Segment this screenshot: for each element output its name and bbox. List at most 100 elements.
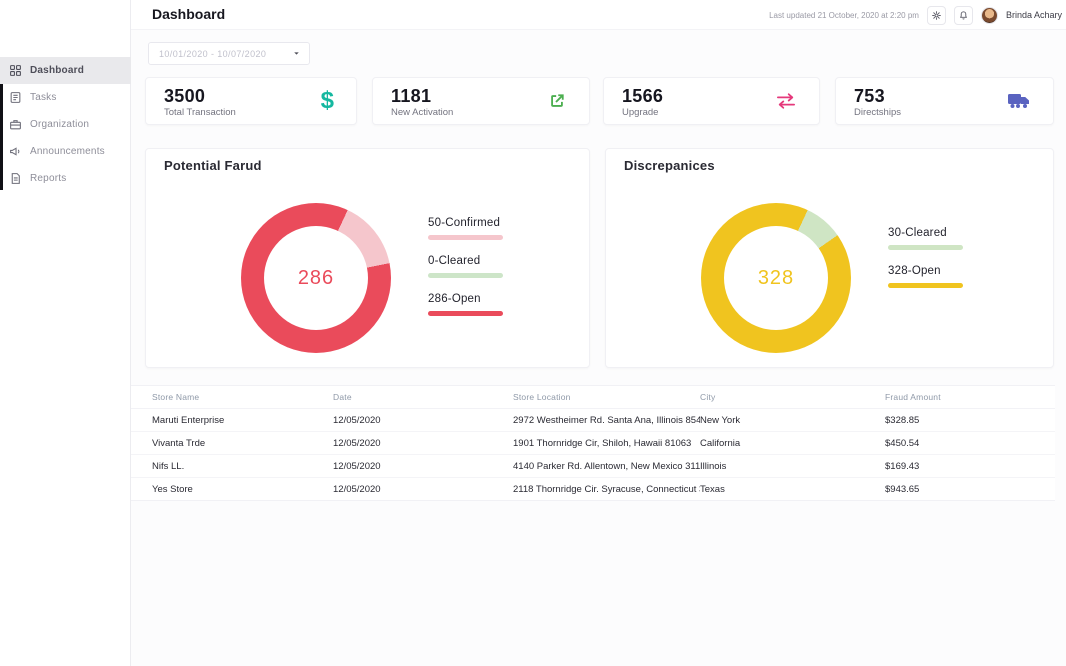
sidebar-item-label: Announcements: [30, 146, 105, 157]
stat-card-upgrade: 1566 Upgrade: [603, 77, 820, 125]
potential-fraud-donut-chart: [241, 203, 391, 353]
cell-store-location: 2118 Thornridge Cir. Syracuse, Connectic…: [513, 484, 700, 495]
column-header: City: [700, 392, 716, 402]
cell-fraud-amount: $328.85: [885, 414, 920, 426]
legend-item: 30-Cleared: [888, 227, 998, 250]
legend-swatch: [888, 245, 963, 250]
discrepancies-donut-chart: [701, 203, 851, 353]
stat-label: New Activation: [391, 107, 454, 118]
donut-center-value: 286: [297, 266, 335, 289]
reports-icon: [9, 172, 22, 185]
cell-store-name: Maruti Enterprise: [152, 414, 225, 426]
cell-store-location: 4140 Parker Rd. Allentown, New Mexico 31…: [513, 460, 700, 472]
sidebar-item-tasks[interactable]: Tasks: [0, 84, 131, 111]
cell-city: California: [700, 437, 741, 449]
cell-fraud-amount: $943.65: [885, 484, 920, 495]
date-range-picker[interactable]: 10/01/2020 - 10/07/2020: [148, 42, 310, 65]
sidebar-menu: Dashboard Tasks Organization Announcemen…: [0, 57, 131, 192]
chart-legend: 30-Cleared 328-Open: [888, 227, 998, 303]
column-header: Store Location: [513, 392, 571, 402]
cell-date: 12/05/2020: [333, 414, 381, 426]
chart-title: Potential Farud: [164, 158, 262, 173]
stat-value: 3500: [164, 86, 206, 106]
cell-store-name: Nifs LL.: [152, 460, 185, 472]
dollar-icon: $: [320, 87, 334, 114]
cell-date: 12/05/2020: [333, 484, 381, 495]
cell-store-name: Vivanta Trde: [152, 437, 206, 449]
potential-fraud-card: Potential Farud 286 50-Confirmed 0-Clear…: [145, 148, 590, 368]
external-link-icon: [547, 91, 567, 111]
dashboard-icon: [9, 64, 22, 77]
truck-icon: [1007, 91, 1031, 111]
gear-icon: [931, 10, 942, 21]
stat-label: Directships: [854, 107, 901, 118]
legend-label: 30-Cleared: [888, 227, 947, 239]
sidebar-accent-strip: [0, 57, 3, 190]
legend-item: 286-Open: [428, 293, 538, 316]
stat-value: 1181: [391, 86, 432, 106]
cell-date: 12/05/2020: [333, 437, 381, 449]
legend-item: 0-Cleared: [428, 255, 538, 278]
legend-swatch: [428, 273, 503, 278]
cell-fraud-amount: $169.43: [885, 460, 920, 472]
cell-store-location: 2972 Westheimer Rd. Santa Ana, Illinois …: [513, 414, 700, 426]
cell-store-name: Yes Store: [152, 484, 193, 495]
legend-label: 328-Open: [888, 265, 941, 277]
legend-swatch: [888, 283, 963, 288]
discrepancies-card: Discrepanices 328 30-Cleared 328-Open: [605, 148, 1054, 368]
cell-city: Texas: [700, 484, 725, 495]
cell-fraud-amount: $450.54: [885, 437, 920, 449]
stat-label: Upgrade: [622, 107, 659, 118]
cell-city: New York: [700, 414, 741, 426]
stat-card-total-transaction: 3500 Total Transaction $: [145, 77, 357, 125]
legend-item: 50-Confirmed: [428, 217, 538, 240]
table-row[interactable]: Nifs LL. 12/05/2020 4140 Parker Rd. Alle…: [131, 455, 1055, 478]
settings-button[interactable]: [926, 5, 946, 25]
table-row[interactable]: Yes Store 12/05/2020 2118 Thornridge Cir…: [131, 478, 1055, 501]
legend-item: 328-Open: [888, 265, 998, 288]
sidebar-item-dashboard[interactable]: Dashboard: [0, 57, 131, 84]
legend-swatch: [428, 311, 503, 316]
main-content: 10/01/2020 - 10/07/2020 3500 Total Trans…: [131, 30, 1066, 666]
column-header: Fraud Amount: [885, 392, 941, 402]
chart-legend: 50-Confirmed 0-Cleared 286-Open: [428, 217, 538, 331]
tasks-icon: [9, 91, 22, 104]
bell-icon: [958, 10, 969, 21]
fraud-table: Store Name Date Store Location City Frau…: [131, 385, 1055, 501]
sidebar-item-announcements[interactable]: Announcements: [0, 138, 131, 165]
table-row[interactable]: Maruti Enterprise 12/05/2020 2972 Westhe…: [131, 409, 1055, 432]
organization-icon: [9, 118, 22, 131]
sidebar-item-label: Tasks: [30, 92, 57, 103]
stat-card-new-activation: 1181 New Activation: [372, 77, 590, 125]
header-actions: Last updated 21 October, 2020 at 2:20 pm…: [769, 0, 1062, 30]
sidebar-item-label: Dashboard: [30, 65, 85, 76]
avatar[interactable]: [980, 6, 998, 24]
legend-swatch: [428, 235, 503, 240]
notifications-button[interactable]: [953, 5, 973, 25]
user-name[interactable]: Brinda Achary: [1005, 10, 1062, 20]
sidebar: Dashboard Tasks Organization Announcemen…: [0, 0, 131, 666]
cell-city: Illinois: [700, 460, 727, 472]
transfer-arrows-icon: [775, 92, 797, 110]
table-row[interactable]: Vivanta Trde 12/05/2020 1901 Thornridge …: [131, 432, 1055, 455]
column-header: Date: [333, 392, 352, 402]
cell-store-location: 1901 Thornridge Cir, Shiloh, Hawaii 8106…: [513, 437, 692, 449]
legend-label: 0-Cleared: [428, 255, 481, 267]
page-title: Dashboard: [152, 6, 226, 22]
chart-title: Discrepanices: [624, 158, 715, 173]
sidebar-item-organization[interactable]: Organization: [0, 111, 131, 138]
donut-center-value: 328: [757, 266, 795, 289]
last-updated-text: Last updated 21 October, 2020 at 2:20 pm: [769, 10, 919, 20]
sidebar-item-reports[interactable]: Reports: [0, 165, 131, 192]
announcements-icon: [9, 145, 22, 158]
stat-value: 753: [854, 86, 885, 106]
stat-card-directships: 753 Directships: [835, 77, 1054, 125]
chevron-down-icon: [292, 49, 301, 58]
sidebar-item-label: Organization: [30, 119, 90, 130]
cell-date: 12/05/2020: [333, 460, 381, 472]
date-range-value: 10/01/2020 - 10/07/2020: [159, 48, 267, 59]
column-header: Store Name: [152, 392, 200, 402]
sidebar-item-label: Reports: [30, 173, 67, 184]
legend-label: 286-Open: [428, 293, 481, 305]
